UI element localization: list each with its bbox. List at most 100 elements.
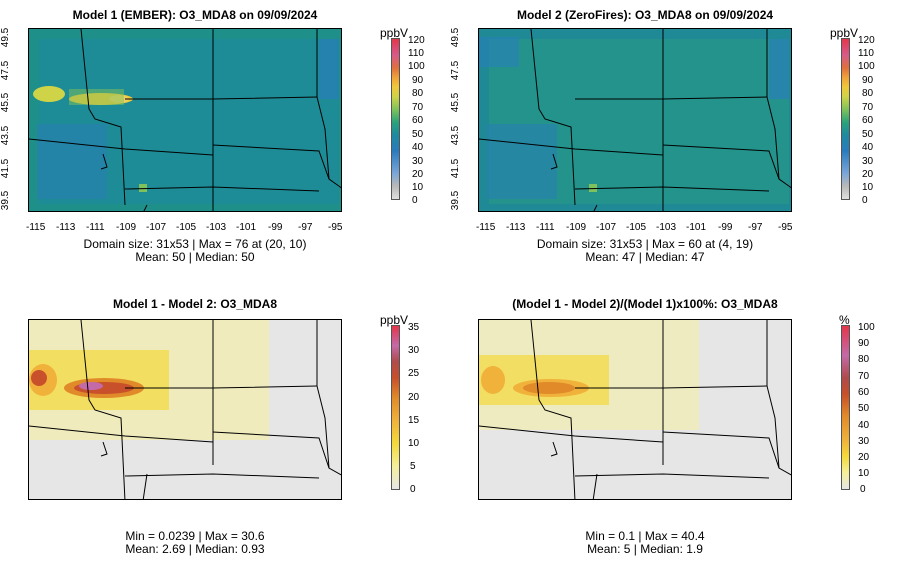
- map-svg: [29, 320, 341, 499]
- panel-title: Model 2 (ZeroFires): O3_MDA8 on 09/09/20…: [516, 8, 774, 22]
- colorbar-tick: 30: [862, 156, 874, 167]
- colorbar-tick: 80: [862, 88, 874, 99]
- x-tick-label: -95: [778, 222, 793, 233]
- stats-line-2: Mean: 5 | Median: 1.9: [587, 542, 703, 556]
- x-tick-label: -103: [656, 222, 677, 233]
- stats-line-1: Min = 0.1 | Max = 40.4: [585, 529, 705, 543]
- stats-line-1: Domain size: 31x53 | Max = 76 at (20, 10…: [83, 237, 307, 251]
- colorbar-tick: 90: [862, 75, 874, 86]
- panel-model2: Model 2 (ZeroFires): O3_MDA8 on 09/09/20…: [450, 0, 900, 289]
- colorbar: [391, 38, 400, 200]
- colorbar-tick: 0: [862, 195, 868, 206]
- stats-line-1: Domain size: 31x53 | Max = 60 at (4, 19): [536, 237, 754, 251]
- x-tick-label: -109: [566, 222, 587, 233]
- colorbar: [841, 325, 850, 490]
- map-model2: [478, 28, 792, 212]
- colorbar-tick: 0: [860, 484, 866, 495]
- x-tick-label: -113: [506, 222, 526, 233]
- colorbar: [841, 38, 850, 200]
- y-tick-label: 47.5: [0, 60, 12, 81]
- y-tick-label: 45.5: [450, 92, 462, 113]
- map-difference: [28, 319, 342, 500]
- colorbar-tick: 60: [858, 387, 870, 398]
- colorbar-tick: 30: [408, 345, 420, 356]
- colorbar-tick: 120: [408, 35, 425, 46]
- colorbar-tick: 70: [862, 102, 874, 113]
- colorbar-title: ppbV: [830, 26, 859, 40]
- x-tick-label: -97: [748, 222, 763, 233]
- colorbar-tick: 110: [408, 48, 424, 59]
- panel-model1: Model 1 (EMBER): O3_MDA8 on 09/09/2024 4…: [0, 0, 450, 289]
- colorbar-tick: 60: [412, 115, 424, 126]
- colorbar-tick: 20: [862, 169, 874, 180]
- colorbar-tick: 30: [412, 156, 424, 167]
- colorbar-tick: 50: [858, 403, 870, 414]
- colorbar-tick: 40: [412, 142, 424, 153]
- colorbar-tick: 70: [412, 102, 424, 113]
- colorbar-tick: 100: [858, 322, 875, 333]
- colorbar-tick: 25: [408, 368, 420, 379]
- map-svg: [479, 320, 791, 499]
- y-tick-label: 45.5: [0, 92, 12, 113]
- map-svg: [479, 29, 791, 211]
- colorbar: [391, 325, 400, 490]
- map-model1: [28, 28, 342, 212]
- stats-line-1: Min = 0.0239 | Max = 30.6: [125, 529, 265, 543]
- colorbar-tick: 5: [410, 461, 416, 472]
- x-tick-label: -105: [626, 222, 647, 233]
- x-tick-label: -99: [718, 222, 733, 233]
- colorbar-tick: 15: [408, 415, 420, 426]
- colorbar-tick: 10: [862, 182, 874, 193]
- colorbar-tick: 50: [862, 129, 874, 140]
- x-tick-label: -97: [298, 222, 313, 233]
- x-tick-label: -109: [116, 222, 137, 233]
- colorbar-tick: 10: [858, 468, 870, 479]
- colorbar-tick: 0: [410, 484, 416, 495]
- y-tick-label: 39.5: [450, 190, 462, 211]
- colorbar-tick: 30: [858, 436, 870, 447]
- colorbar-tick: 0: [412, 195, 418, 206]
- panel-title: Model 1 (EMBER): O3_MDA8 on 09/09/2024: [72, 8, 318, 22]
- colorbar-tick: 20: [408, 392, 420, 403]
- colorbar-tick: 110: [858, 48, 874, 59]
- x-tick-label: -99: [268, 222, 283, 233]
- colorbar-tick: 90: [412, 75, 424, 86]
- colorbar-tick: 60: [862, 115, 874, 126]
- colorbar-title: %: [839, 313, 850, 327]
- colorbar-tick: 70: [858, 371, 870, 382]
- colorbar-tick: 90: [858, 338, 870, 349]
- x-tick-label: -113: [56, 222, 76, 233]
- y-tick-label: 49.5: [0, 27, 12, 48]
- x-tick-label: -95: [328, 222, 343, 233]
- map-percent-difference: [478, 319, 792, 500]
- colorbar-title: ppbV: [380, 313, 409, 327]
- colorbar-tick: 40: [858, 420, 870, 431]
- x-tick-label: -103: [206, 222, 227, 233]
- map-svg: [29, 29, 341, 211]
- panel-percent-difference: (Model 1 - Model 2)/(Model 1)x100%: O3_M…: [450, 289, 900, 578]
- y-tick-label: 43.5: [450, 125, 462, 146]
- stats-line-2: Mean: 47 | Median: 47: [585, 250, 705, 264]
- colorbar-tick: 10: [412, 182, 424, 193]
- panel-title: (Model 1 - Model 2)/(Model 1)x100%: O3_M…: [512, 297, 778, 311]
- colorbar-tick: 40: [862, 142, 874, 153]
- x-tick-label: -107: [146, 222, 167, 233]
- x-tick-label: -107: [596, 222, 617, 233]
- colorbar-title: ppbV: [380, 26, 409, 40]
- stats-line-2: Mean: 50 | Median: 50: [135, 250, 255, 264]
- x-tick-label: -105: [176, 222, 197, 233]
- x-tick-label: -111: [86, 222, 105, 233]
- x-tick-label: -115: [26, 222, 46, 233]
- colorbar-tick: 80: [412, 88, 424, 99]
- colorbar-tick: 20: [412, 169, 424, 180]
- panel-difference: Model 1 - Model 2: O3_MDA8 Min = 0.0239 …: [0, 289, 450, 578]
- colorbar-tick: 35: [408, 322, 420, 333]
- x-tick-label: -111: [536, 222, 555, 233]
- x-tick-label: -101: [236, 222, 257, 233]
- panel-title: Model 1 - Model 2: O3_MDA8: [112, 297, 278, 311]
- stats-line-2: Mean: 2.69 | Median: 0.93: [125, 542, 265, 556]
- x-tick-label: -115: [476, 222, 496, 233]
- y-tick-label: 49.5: [450, 27, 462, 48]
- y-tick-label: 39.5: [0, 190, 12, 211]
- colorbar-tick: 100: [858, 61, 875, 72]
